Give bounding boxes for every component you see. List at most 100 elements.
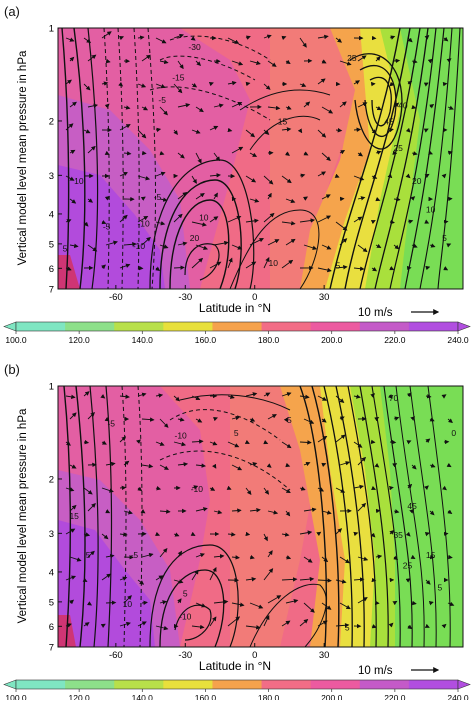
contour-label: 25 — [393, 143, 403, 153]
contour-label: -15 — [172, 73, 185, 83]
x-tick-label: -60 — [109, 292, 123, 303]
colorbar-swatch — [16, 680, 66, 689]
colorbar-extend-low — [4, 322, 16, 331]
colorbar-swatch — [262, 680, 312, 689]
y-tick-label: 5 — [49, 239, 54, 250]
contour-label: 5 — [183, 588, 188, 598]
wind-vector — [448, 557, 452, 558]
contour-label: 35 — [393, 530, 403, 540]
colorbar-swatch — [65, 680, 115, 689]
wind-vector — [142, 602, 147, 603]
colorbar-tick-label: 140.0 — [132, 693, 154, 700]
y-tick-label: 5 — [49, 597, 54, 608]
contour-label: 25 — [347, 53, 357, 63]
contour-label: -10 — [175, 431, 188, 441]
colorbar-swatch — [114, 322, 164, 331]
panel-label: (a) — [4, 4, 20, 19]
wind-vector — [394, 153, 396, 154]
y-tick-label: 6 — [49, 264, 54, 275]
contour-label: -5 — [131, 550, 139, 560]
y-tick-label: 2 — [49, 474, 54, 485]
contour-label: -30 — [188, 42, 201, 52]
colorbar-tick-label: 100.0 — [5, 693, 27, 700]
contour-label: 5 — [86, 550, 91, 560]
wind-vector — [390, 487, 393, 488]
colorbar-tick-label: 180.0 — [258, 693, 280, 700]
wind-vector — [354, 129, 360, 130]
colorbar-swatch — [163, 322, 213, 331]
x-axis-label: Latitude in °N — [199, 301, 271, 315]
colorbar-extend-low — [4, 680, 16, 689]
contour-label: -10 — [191, 484, 204, 494]
contour-label: -10 — [133, 241, 146, 251]
wind-vector — [376, 510, 380, 511]
contour-label: 40 — [398, 100, 408, 110]
x-tick-label: -30 — [178, 292, 192, 303]
contour-label: 5 — [437, 583, 442, 593]
reference-vector-label: 10 m/s — [358, 665, 393, 677]
contour-label: 5 — [234, 428, 239, 438]
colorbar-tick-label: 200.0 — [321, 335, 343, 345]
colorbar-swatch — [360, 322, 410, 331]
y-tick-label: 1 — [49, 24, 54, 35]
contour-label: -10 — [179, 611, 192, 621]
contour-label: 15 — [426, 550, 436, 560]
wind-vector — [106, 602, 115, 603]
contour-label: 10 — [199, 212, 209, 222]
contour-label: 10 — [426, 204, 436, 214]
contour-label: 45 — [407, 501, 417, 511]
contour-label: -5 — [158, 95, 166, 105]
contour-label: 5 — [336, 260, 341, 270]
y-tick-label: 3 — [49, 171, 54, 182]
y-tick-label: 7 — [49, 285, 54, 296]
y-tick-label: 3 — [49, 529, 54, 540]
contour-label: 10 — [123, 599, 133, 609]
wind-vector — [300, 442, 311, 443]
colorbar-swatch — [409, 322, 459, 331]
wind-vector — [444, 533, 448, 534]
y-tick-label: 1 — [49, 382, 54, 393]
contour-label: 45 — [384, 116, 394, 126]
contour-label: 70 — [389, 393, 399, 403]
contour-label: 5 — [345, 623, 350, 633]
colorbar-extend-high — [458, 322, 470, 331]
colorbar-tick-label: 100.0 — [5, 335, 27, 345]
contour-label: 15 — [69, 511, 79, 521]
contour-label: 20 — [190, 233, 200, 243]
wind-vector — [246, 534, 249, 535]
colorbar-tick-label: 240.0 — [447, 693, 469, 700]
contour-label: 0 — [451, 428, 456, 438]
panel-b: (b) — [4, 362, 463, 677]
contour-label: -5 — [154, 192, 162, 202]
y-tick-label: 6 — [49, 622, 54, 633]
y-tick-label: 4 — [49, 209, 54, 220]
y-tick-label: 2 — [49, 116, 54, 127]
x-tick-label: 30 — [319, 650, 330, 661]
colorbar-swatch — [360, 680, 410, 689]
colorbar-tick-label: 180.0 — [258, 335, 280, 345]
wind-vector — [232, 510, 241, 511]
colorbar-swatch — [163, 680, 213, 689]
y-axis-label: Vertical model level mean pressure in hP… — [17, 408, 29, 623]
contour-label: 15 — [278, 116, 288, 126]
x-axis-label: Latitude in °N — [199, 659, 271, 673]
colorbar-tick-label: 160.0 — [195, 335, 217, 345]
y-tick-label: 4 — [49, 567, 54, 578]
colorbar-tick-label: 200.0 — [321, 693, 343, 700]
x-tick-label: 30 — [319, 292, 330, 303]
wind-vector — [336, 130, 341, 131]
colorbar-tick-label: 240.0 — [447, 335, 469, 345]
colorbar-swatch — [212, 322, 262, 331]
colorbar-tick-label: 220.0 — [384, 335, 406, 345]
contour-label: 5 — [63, 244, 68, 254]
panel-label: (b) — [4, 362, 20, 377]
colorbar-swatch — [114, 680, 164, 689]
colorbar-swatch — [65, 322, 115, 331]
colorbar-swatch — [311, 680, 361, 689]
colorbar-tick-label: 120.0 — [69, 693, 91, 700]
contour-label: 20 — [412, 176, 422, 186]
colorbar-swatch — [409, 680, 459, 689]
contour-label: -5 — [107, 418, 115, 428]
